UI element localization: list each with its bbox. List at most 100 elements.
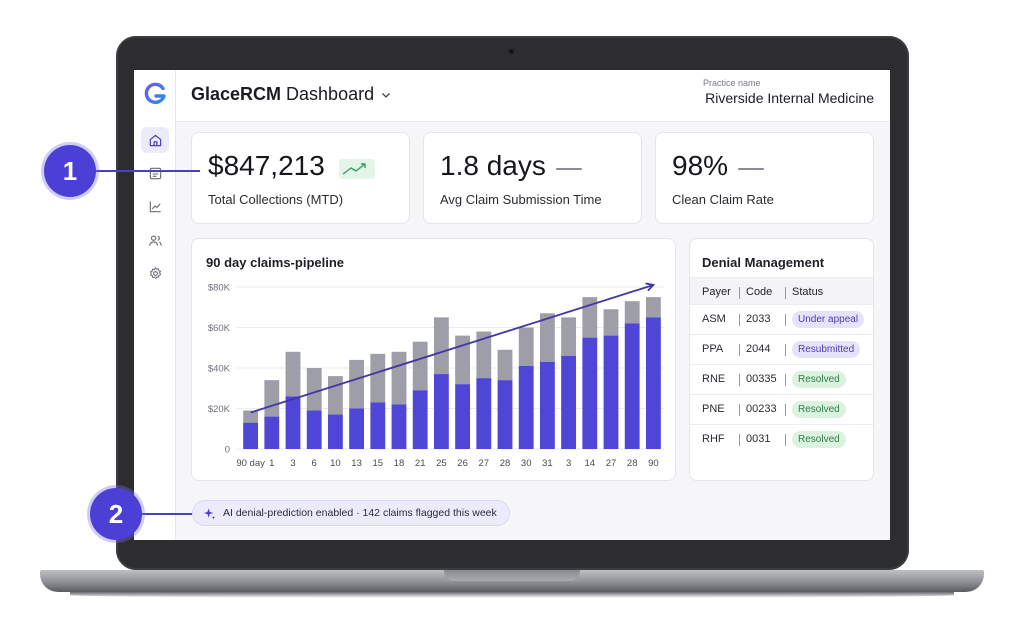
trend-flat-icon (738, 168, 764, 170)
trend-arrowhead (645, 282, 656, 292)
x-tick-label: 90 (648, 458, 659, 469)
kpi-value: 1.8 days (440, 150, 546, 181)
practice-name: Riverside Internal Medicine (705, 90, 874, 106)
bar-total-segment (561, 317, 577, 356)
bar-base-segment (561, 355, 577, 449)
bar-base-segment (391, 404, 407, 449)
payer-cell: PNE (702, 403, 725, 415)
status-badge: Resubmitted (792, 341, 861, 358)
payer-cell: ASM (702, 313, 726, 325)
bar-base-segment (306, 410, 322, 449)
bar-total-segment (349, 359, 365, 409)
practice-label: Practice name (703, 78, 761, 88)
bar-total-segment (412, 341, 428, 391)
kpi-label: Total Collections (MTD) (208, 192, 344, 207)
x-tick-label: 13 (351, 458, 362, 469)
brand-name: GlaceRCM (191, 84, 282, 104)
sidebar-item-settings[interactable] (141, 260, 169, 286)
x-tick-label: 10 (330, 458, 341, 469)
x-tick-label: 25 (436, 458, 447, 469)
ai-banner-text: AI denial-prediction enabled · 142 claim… (223, 507, 497, 519)
sidebar-item-home[interactable] (141, 127, 169, 153)
bar-base-segment (582, 337, 598, 449)
bar-base-segment (243, 422, 259, 449)
bar-total-segment (603, 309, 619, 336)
x-tick-label: 18 (394, 458, 405, 469)
column-header-payer[interactable]: Payer (702, 286, 731, 298)
status-badge: Under appeal (792, 311, 865, 328)
sidebar-item-documents[interactable] (141, 160, 169, 186)
trend-up-icon (339, 159, 375, 179)
page-title: Dashboard (286, 84, 375, 104)
bar-base-segment (370, 402, 386, 449)
payer-cell: RHF (702, 433, 725, 445)
denial-title: Denial Management (702, 255, 825, 270)
bar-total-segment (497, 349, 513, 381)
topbar: GlaceRCM Dashboard Practice name Riversi… (176, 70, 890, 122)
laptop-notch (444, 570, 580, 581)
bar-base-segment (349, 408, 365, 449)
bar-total-segment (306, 368, 322, 411)
ai-prediction-banner[interactable]: AI denial-prediction enabled · 142 claim… (192, 500, 510, 526)
bar-base-segment (624, 323, 640, 449)
column-header-code[interactable]: Code (746, 286, 773, 298)
x-tick-label: 28 (627, 458, 638, 469)
bar-base-segment (412, 390, 428, 449)
kpi-value: $847,213 (208, 150, 325, 181)
chart-title: 90 day claims-pipeline (206, 255, 345, 270)
kpi-value: 98% (672, 150, 729, 181)
x-tick-label: 27 (479, 458, 490, 469)
code-cell: 2044 (746, 343, 771, 355)
status-badge: Resolved (792, 371, 846, 388)
denial-row[interactable]: PNE 00233 Resolved (690, 395, 873, 425)
callout-1-badge: 1 (44, 145, 96, 197)
line-chart-icon (149, 200, 161, 212)
code-cell: 2033 (746, 313, 771, 325)
callout-2-badge: 2 (90, 488, 142, 540)
bar-total-segment (476, 331, 492, 379)
column-header-status[interactable]: Status (792, 286, 824, 298)
bar-base-segment (603, 335, 619, 449)
sparkle-icon (203, 507, 216, 520)
payer-cell: RNE (702, 373, 726, 385)
denial-row[interactable]: ASM 2033 Under appeal (690, 305, 873, 335)
x-tick-label: 3 (566, 458, 571, 469)
bar-total-segment (624, 301, 640, 324)
y-tick-label: $20K (208, 404, 231, 415)
callout-1-line (96, 170, 200, 172)
x-tick-label: 15 (373, 458, 384, 469)
dashboard-switcher[interactable]: GlaceRCM Dashboard (191, 84, 391, 105)
gear-icon (149, 266, 161, 279)
bar-total-segment (539, 313, 555, 362)
bar-base-segment (327, 414, 343, 449)
payer-cell: PPA (702, 343, 724, 355)
bar-total-segment (455, 335, 471, 385)
sidebar (134, 70, 176, 540)
x-tick-label: 31 (542, 458, 553, 469)
document-icon (149, 167, 161, 179)
kpi-card-submission-time: 1.8 days Avg Claim Submission Time (423, 132, 642, 224)
sidebar-item-analytics[interactable] (141, 193, 169, 219)
sidebar-item-users[interactable] (141, 227, 169, 253)
code-cell: 00233 (746, 403, 777, 415)
trend-line (250, 284, 654, 414)
kpi-card-collections: $847,213 Total Collections (MTD) (191, 132, 410, 224)
y-tick-label: $60K (208, 323, 231, 334)
denial-row[interactable]: RNE 00335 Resolved (690, 365, 873, 395)
bar-total-segment (264, 380, 280, 417)
denial-row[interactable]: PPA 2044 Resubmitted (690, 335, 873, 365)
y-tick-label: 0 (225, 445, 230, 456)
bar-base-segment (539, 361, 555, 449)
denial-management-card: Denial Management Payer Code Status ASM … (689, 238, 874, 481)
denial-row[interactable]: RHF 0031 Resolved (690, 425, 873, 455)
app-screen: GlaceRCM Dashboard Practice name Riversi… (134, 70, 890, 540)
x-tick-label: 14 (585, 458, 596, 469)
chevron-down-icon (382, 92, 391, 98)
home-icon (149, 134, 161, 146)
bar-total-segment (285, 351, 301, 397)
glacercm-logo-icon[interactable] (143, 82, 167, 106)
code-cell: 0031 (746, 433, 771, 445)
y-tick-label: $80K (208, 283, 231, 294)
bar-base-segment (476, 378, 492, 449)
